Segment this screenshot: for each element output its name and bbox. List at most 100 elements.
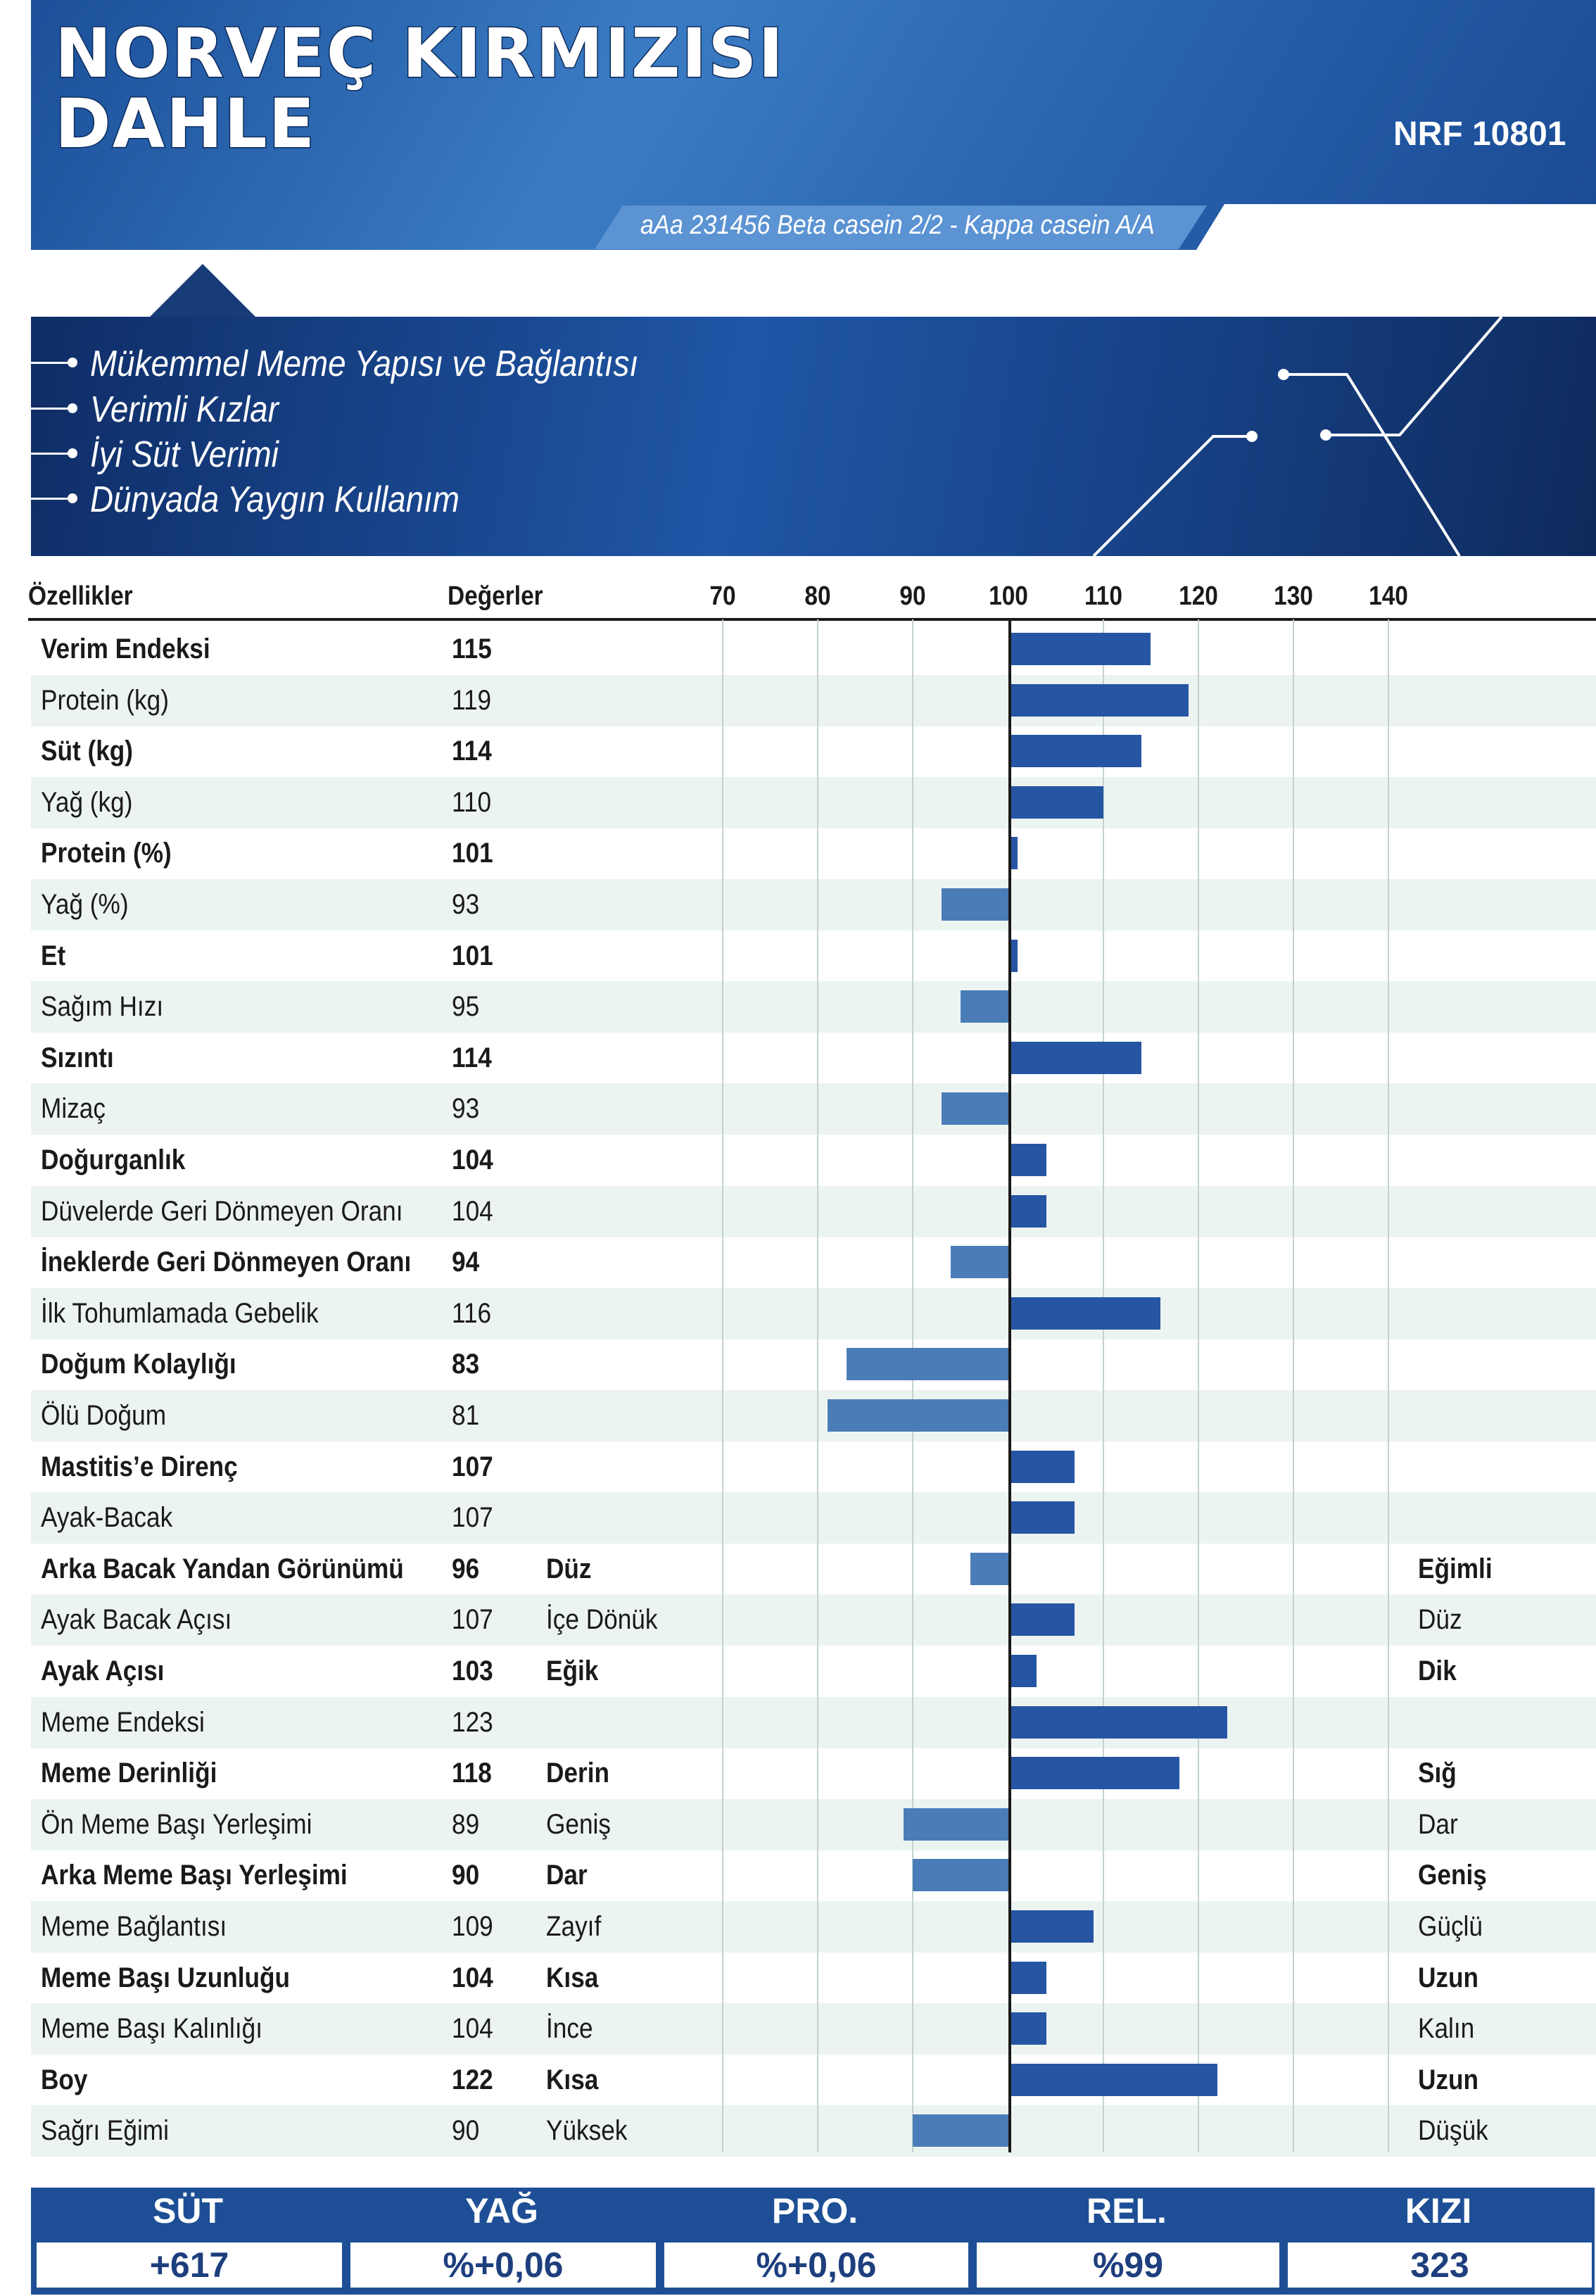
bar <box>1009 1603 1075 1636</box>
trait-name: Verim Endeksi <box>41 633 210 664</box>
scale-right-label: Düz <box>1418 1604 1462 1636</box>
scale-left-label: Derin <box>546 1758 609 1789</box>
table-row <box>31 2003 1596 2055</box>
scale-left-label: Zayıf <box>546 1911 602 1942</box>
table-row <box>31 726 1596 777</box>
scale-left-label: Kısa <box>546 1962 599 1993</box>
trait-value: 122 <box>452 2064 493 2095</box>
table-row <box>31 1798 1596 1850</box>
summary-value-box <box>350 2243 656 2288</box>
trait-name: Süt (kg) <box>41 736 134 767</box>
bar <box>941 888 1010 921</box>
summary-value: %99 <box>1092 2245 1164 2285</box>
scale-left-label: Dar <box>546 1860 588 1891</box>
trait-value: 109 <box>452 1911 493 1942</box>
trait-value: 107 <box>452 1451 493 1482</box>
bullet-line <box>31 408 76 410</box>
trait-name: Boy <box>41 2064 88 2095</box>
bar <box>1009 1961 1046 1994</box>
bar <box>1009 1144 1046 1176</box>
trait-value: 104 <box>452 1144 493 1175</box>
highlight-item: Verimli Kızlar <box>90 389 279 430</box>
table-row <box>31 776 1596 828</box>
trait-value: 101 <box>452 838 493 869</box>
bar <box>1009 1757 1179 1790</box>
bar <box>941 1092 1010 1125</box>
bar <box>1009 735 1141 768</box>
casein-band <box>595 206 1207 249</box>
trait-value: 95 <box>452 991 480 1023</box>
scale-right-label: Uzun <box>1418 2064 1479 2095</box>
trait-name: Meme Başı Kalınlığı <box>41 2013 262 2045</box>
bullet-dot <box>68 358 77 367</box>
trait-name: Doğurganlık <box>41 1144 186 1175</box>
scale-left-label: Yüksek <box>546 2115 628 2147</box>
summary-label: YAĞ <box>465 2191 538 2231</box>
scale-right-label: Kalın <box>1418 2013 1475 2045</box>
bullet-line <box>31 453 76 455</box>
trait-value: 107 <box>452 1604 493 1636</box>
trait-name: Et <box>41 940 66 971</box>
summary-value: %+0,06 <box>443 2245 564 2285</box>
bar <box>1009 837 1018 870</box>
trait-value: 115 <box>452 633 492 664</box>
gridline <box>912 619 914 2152</box>
table-row <box>31 1033 1596 1084</box>
trait-name: İlk Tohumlamada Gebelik <box>41 1297 319 1329</box>
bullet-dot <box>68 448 77 458</box>
trait-name: Ölü Doğum <box>41 1400 167 1431</box>
table-row <box>31 1696 1596 1748</box>
bar <box>913 1859 1010 1892</box>
scale-left-label: İnce <box>546 2013 593 2045</box>
bullet-dot <box>68 493 77 503</box>
table-row <box>31 1442 1596 1493</box>
x-tick-label: 100 <box>988 581 1028 611</box>
trait-value: 107 <box>452 1502 493 1534</box>
scale-left-label: Eğik <box>546 1655 599 1686</box>
trait-name: Sağım Hızı <box>41 991 164 1023</box>
trait-value: 103 <box>452 1655 493 1686</box>
trait-name: Sağrı Eğimi <box>41 2115 169 2147</box>
x-tick-label: 70 <box>709 581 736 611</box>
scale-right-label: Sığ <box>1418 1758 1457 1789</box>
bar <box>1009 1194 1046 1228</box>
trait-value: 90 <box>452 1860 480 1891</box>
table-row <box>31 828 1596 879</box>
trait-value: 104 <box>452 1195 493 1227</box>
trait-value: 90 <box>452 2115 480 2147</box>
summary-value: 323 <box>1410 2245 1469 2285</box>
scale-right-label: Dar <box>1418 1808 1458 1840</box>
bar <box>1009 1041 1141 1074</box>
bar <box>1009 939 1018 972</box>
bar <box>1009 1501 1075 1534</box>
summary-label: KIZI <box>1405 2191 1472 2231</box>
scale-left-label: Geniş <box>546 1808 611 1840</box>
trait-name: İneklerde Geri Dönmeyen Oranı <box>41 1247 412 1278</box>
bar <box>1009 683 1189 717</box>
trait-value: 101 <box>452 940 493 971</box>
trait-name: Ön Meme Başı Yerleşimi <box>41 1808 312 1840</box>
gridline <box>1102 619 1104 2152</box>
scale-right-label: Düşük <box>1418 2115 1488 2147</box>
gridline <box>1293 619 1295 2152</box>
table-row <box>31 1339 1596 1390</box>
trait-value: 118 <box>452 1758 492 1789</box>
scale-right-label: Dik <box>1418 1655 1457 1686</box>
bar <box>1009 1297 1160 1330</box>
bull-code: NRF 10801 <box>1393 115 1566 153</box>
title-line-1: NORVEÇ KIRMIZISI <box>53 14 785 93</box>
highlight-item: İyi Süt Verimi <box>90 434 279 475</box>
trait-value: 104 <box>452 1962 493 1993</box>
summary-label: SÜT <box>153 2191 223 2231</box>
trait-name: Protein (%) <box>41 838 172 869</box>
bar <box>1009 2063 1218 2096</box>
bar <box>1009 1910 1094 1943</box>
trait-name: Meme Endeksi <box>41 1706 205 1738</box>
values-header: Değerler <box>448 581 543 611</box>
scale-right-label: Uzun <box>1418 1962 1479 1993</box>
bar <box>1009 786 1103 819</box>
trait-name: Meme Başı Uzunluğu <box>41 1962 290 1993</box>
scale-right-label: Eğimli <box>1418 1553 1493 1584</box>
bar <box>1009 633 1151 665</box>
header-spacer <box>31 250 1596 317</box>
